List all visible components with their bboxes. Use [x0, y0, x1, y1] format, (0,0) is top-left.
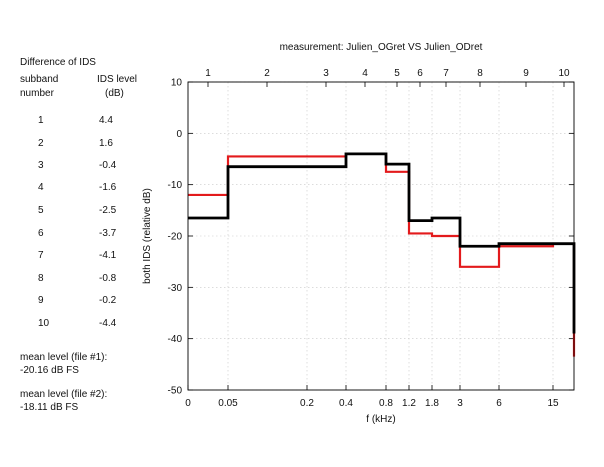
x-tick-label: 1.8: [425, 398, 439, 409]
y-axis-label: both IDS (relative dB): [142, 188, 153, 284]
x-tick-label: 15: [547, 398, 559, 409]
top-tick-label: 1: [205, 68, 211, 79]
ids-level-value: -1.6: [99, 182, 117, 193]
x-tick-label: 0: [185, 398, 191, 409]
subband-number: 7: [38, 250, 44, 261]
top-tick-label: 7: [443, 68, 449, 79]
ids-level-value: -0.4: [99, 160, 117, 171]
top-tick-label: 5: [394, 68, 400, 79]
subband-number: 1: [38, 115, 44, 126]
subband-number: 2: [38, 138, 44, 149]
mean-level-file1-label: mean level (file #1):: [20, 352, 108, 363]
plot-frame: [187, 81, 575, 391]
top-tick-label: 6: [417, 68, 423, 79]
x-tick-label: 3: [457, 398, 463, 409]
x-axis-label: f (kHz): [366, 414, 395, 425]
col-header-level-unit: (dB): [105, 88, 124, 99]
top-tick-label: 9: [523, 68, 529, 79]
col-header-band-2: number: [20, 88, 54, 99]
y-tick-label: -40: [168, 334, 183, 345]
y-tick-label: 10: [171, 78, 183, 89]
x-tick-label: 0.2: [300, 398, 314, 409]
top-tick-label: 3: [323, 68, 329, 79]
mean-level-file1-value: -20.16 dB FS: [20, 365, 79, 376]
series-file2-line: [188, 152, 576, 334]
x-tick-label: 0.05: [218, 398, 238, 409]
y-tick-label: -10: [168, 180, 183, 191]
subband-number: 6: [38, 228, 44, 239]
series-file1-line: [188, 152, 576, 357]
y-tick-label: -30: [168, 283, 183, 294]
subband-number: 10: [38, 318, 50, 329]
ids-level-value: -4.1: [99, 250, 117, 261]
x-tick-label: 1.2: [402, 398, 416, 409]
ids-level-value: -0.8: [99, 273, 117, 284]
ids-level-value: 4.4: [99, 115, 113, 126]
y-tick-label: -50: [168, 386, 183, 397]
panel-title: Difference of IDS: [20, 57, 96, 68]
subband-number: 9: [38, 295, 44, 306]
top-tick-label: 10: [558, 68, 570, 79]
x-tick-label: 0.4: [339, 398, 353, 409]
top-tick-label: 2: [264, 68, 270, 79]
top-tick-label: 8: [477, 68, 483, 79]
x-tick-label: 0.8: [379, 398, 393, 409]
x-tick-label: 6: [496, 398, 502, 409]
mean-level-file2-label: mean level (file #2):: [20, 389, 108, 400]
ids-level-value: -4.4: [99, 318, 117, 329]
ids-level-value: -0.2: [99, 295, 117, 306]
y-tick-label: 0: [176, 129, 182, 140]
ids-difference-panel: Difference of IDS subband number IDS lev…: [0, 0, 180, 467]
ids-level-value: 1.6: [99, 138, 113, 149]
subband-number: 8: [38, 273, 44, 284]
ids-level-value: -3.7: [99, 228, 117, 239]
top-tick-label: 4: [362, 68, 368, 79]
ids-level-value: -2.5: [99, 205, 117, 216]
mean-level-file2-value: -18.11 dB FS: [20, 402, 79, 413]
y-tick-label: -20: [168, 232, 183, 243]
col-header-band: subband: [20, 74, 59, 85]
subband-number: 4: [38, 182, 44, 193]
col-header-level: IDS level: [97, 74, 138, 85]
chart-title: measurement: Julien_OGret VS Julien_ODre…: [280, 42, 483, 53]
subband-number: 5: [38, 205, 44, 216]
subband-number: 3: [38, 160, 44, 171]
